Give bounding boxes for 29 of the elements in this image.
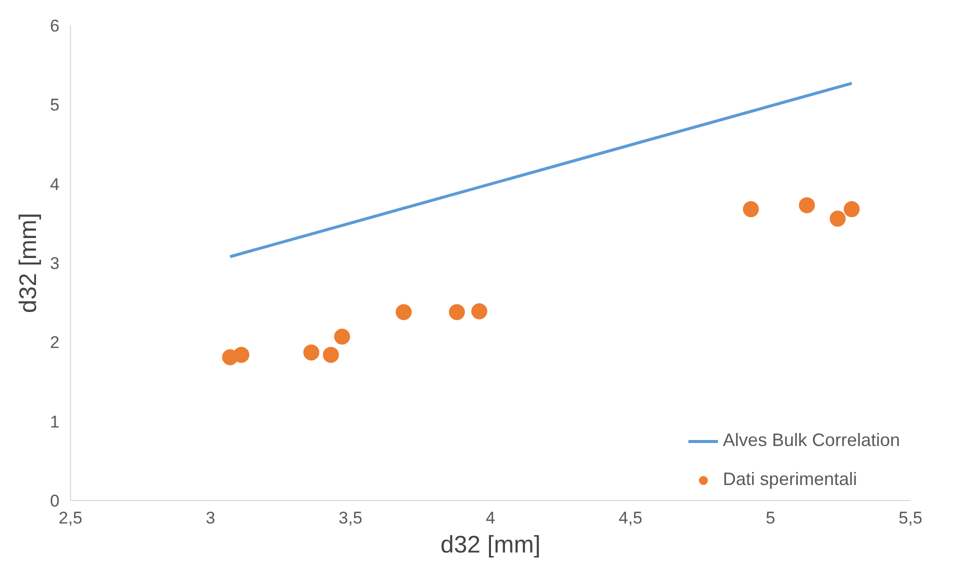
- y-tick-label: 3: [50, 254, 60, 273]
- y-tick-label: 0: [50, 492, 60, 510]
- x-tick-label: 2,5: [58, 508, 82, 528]
- x-tick-label: 5,5: [898, 508, 922, 528]
- y-tick-label: 2: [50, 333, 60, 352]
- point: [742, 201, 759, 218]
- y-tick-label: 1: [50, 412, 60, 432]
- point: [471, 303, 488, 320]
- point: [334, 328, 350, 345]
- point: [396, 304, 412, 320]
- y-tick-label: 6: [50, 16, 60, 36]
- legend-label: Alves Bulk Correlation: [722, 430, 900, 451]
- point: [303, 344, 320, 360]
- y-axis-title: d32 [mm]: [15, 212, 42, 314]
- legend-label: Dati sperimentali: [722, 469, 857, 490]
- point: [233, 346, 250, 363]
- point: [448, 304, 465, 320]
- y-tick-label: 4: [50, 174, 60, 194]
- point: [322, 346, 339, 363]
- point: [830, 210, 846, 227]
- x-tick-label: 3,5: [338, 508, 362, 528]
- x-tick-label: 5: [766, 508, 776, 528]
- point: [844, 201, 860, 218]
- x-tick-label: 4,5: [618, 508, 642, 528]
- x-tick-label: 4: [486, 508, 496, 528]
- x-tick-label: 3: [206, 508, 216, 528]
- y-tick-label: 5: [50, 96, 60, 115]
- point: [798, 197, 815, 214]
- x-axis-title: d32 [mm]: [440, 532, 541, 558]
